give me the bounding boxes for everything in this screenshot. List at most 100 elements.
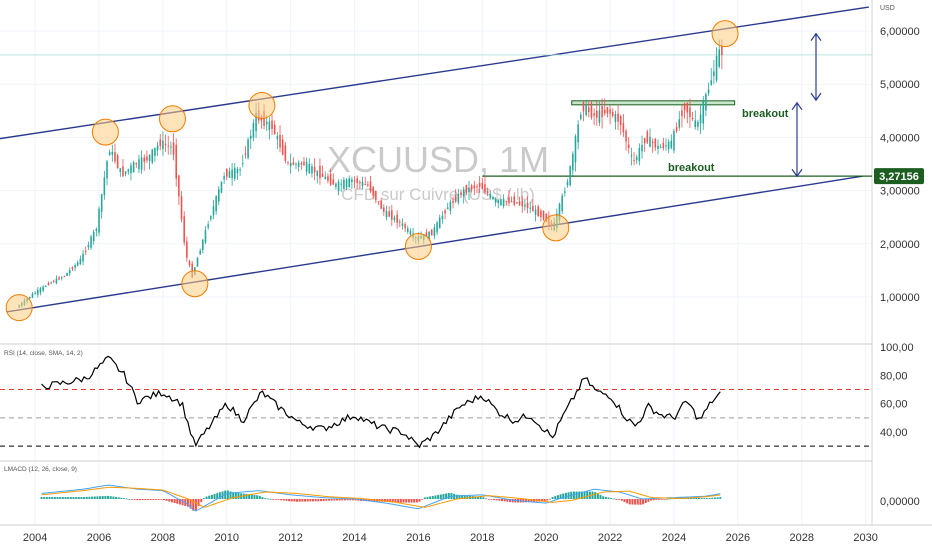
macd-histogram-bar xyxy=(333,499,336,501)
candle-body xyxy=(569,166,571,186)
candle-body xyxy=(721,46,723,56)
macd-histogram-bar xyxy=(248,494,251,499)
macd-histogram-bar xyxy=(133,499,136,500)
main-price-pane[interactable] xyxy=(0,6,872,322)
candle-body xyxy=(401,223,404,226)
highlight-circle[interactable] xyxy=(158,105,186,133)
macd-histogram-bar xyxy=(125,498,128,500)
candle-body xyxy=(167,145,170,147)
candle-body xyxy=(383,207,385,212)
macd-histogram-bar xyxy=(644,499,647,504)
candle-body xyxy=(220,181,223,193)
highlight-circle[interactable] xyxy=(404,232,432,260)
candle-body xyxy=(252,123,255,138)
candle-body xyxy=(305,162,308,172)
candle-body xyxy=(87,244,90,248)
candle-body xyxy=(409,231,412,235)
candle-body xyxy=(308,163,311,174)
time-axis[interactable]: 2004 2006 2008 2010 2012 2014 2016 2018 2020 2022… xyxy=(23,532,878,544)
macd-histogram-bar xyxy=(112,496,115,499)
macd-histogram-bar xyxy=(413,499,416,503)
candle-body xyxy=(705,94,707,111)
macd-histogram-bar xyxy=(405,499,408,503)
macd-histogram-bar xyxy=(692,497,695,499)
time-tick: 2024 xyxy=(662,532,686,544)
highlight-circle[interactable] xyxy=(542,214,570,242)
candle-body xyxy=(441,215,444,220)
macd-histogram-bar xyxy=(572,491,575,499)
candle-body xyxy=(98,208,100,233)
price-tick: 3,00000 xyxy=(880,186,920,198)
macd-histogram-bar xyxy=(109,496,112,499)
candle-body xyxy=(683,103,686,111)
time-tick: 2022 xyxy=(598,532,622,544)
highlight-circle[interactable] xyxy=(91,118,119,146)
candle-body xyxy=(718,49,721,67)
candle-body xyxy=(265,121,268,125)
resistance-box[interactable] xyxy=(571,100,736,106)
candle-body xyxy=(380,200,382,209)
candle-body xyxy=(34,292,36,295)
macd-histogram-bar xyxy=(596,493,599,499)
candle-body xyxy=(603,109,606,114)
macd-histogram-bar xyxy=(458,494,461,499)
candle-body xyxy=(694,120,697,128)
macd-histogram-bar xyxy=(421,499,424,500)
candle-body xyxy=(449,201,452,211)
candle-body xyxy=(138,159,140,170)
candle-body xyxy=(71,267,74,270)
macd-histogram-bar xyxy=(173,499,176,504)
macd-histogram-bar xyxy=(285,499,288,501)
rsi-pane[interactable] xyxy=(0,355,872,449)
macd-histogram-bar xyxy=(580,491,583,499)
candle-body xyxy=(100,194,103,212)
macd-histogram-bar xyxy=(455,494,458,499)
macd-pane[interactable] xyxy=(40,484,722,512)
candle-body xyxy=(337,181,340,192)
candle-body xyxy=(279,134,281,148)
channel-lower-line[interactable] xyxy=(6,175,863,313)
macd-histogram-bar xyxy=(293,499,296,502)
highlight-circle[interactable] xyxy=(5,294,33,322)
candle-body xyxy=(500,199,502,206)
highlight-circle[interactable] xyxy=(181,270,209,298)
candle-body xyxy=(518,201,521,205)
macd-histogram-bar xyxy=(272,499,275,500)
candle-body xyxy=(643,138,646,144)
candle-body xyxy=(649,136,651,147)
candle-body xyxy=(316,170,319,176)
highlight-circle[interactable] xyxy=(248,91,276,119)
macd-histogram-bar xyxy=(43,497,46,499)
candle-body xyxy=(404,224,406,229)
macd-histogram-bar xyxy=(83,496,86,499)
macd-histogram-bar xyxy=(402,499,405,503)
candle-body xyxy=(484,184,486,193)
target-arrow-upper[interactable] xyxy=(810,32,822,102)
candle-body xyxy=(44,285,47,287)
candle-body xyxy=(516,202,518,204)
candle-body xyxy=(343,179,345,189)
macd-histogram-bar xyxy=(296,499,299,502)
macd-histogram-bar xyxy=(242,493,245,499)
price-axis[interactable]: 6,00000 5,00000 4,00000 3,00000 2,00000 1,000… xyxy=(880,26,920,304)
macd-histogram-bar xyxy=(524,499,527,503)
highlight-circle[interactable] xyxy=(711,20,739,48)
macd-histogram-bar xyxy=(548,498,551,500)
candle-body xyxy=(287,161,289,163)
candle-body xyxy=(670,140,673,148)
measure-arrow-lower[interactable] xyxy=(791,101,803,178)
candle-body xyxy=(143,157,146,162)
candle-body xyxy=(204,230,207,243)
candle-body xyxy=(651,141,654,143)
candle-body xyxy=(281,139,284,155)
candle-body xyxy=(29,296,31,299)
candle-body xyxy=(702,100,705,124)
candle-body xyxy=(391,210,393,220)
candle-body xyxy=(327,176,329,181)
macd-histogram-bar xyxy=(543,499,546,502)
candle-body xyxy=(66,272,68,277)
candle-body xyxy=(505,201,508,203)
candle-body xyxy=(351,179,353,183)
candle-body xyxy=(659,147,662,149)
candle-body xyxy=(74,265,76,268)
